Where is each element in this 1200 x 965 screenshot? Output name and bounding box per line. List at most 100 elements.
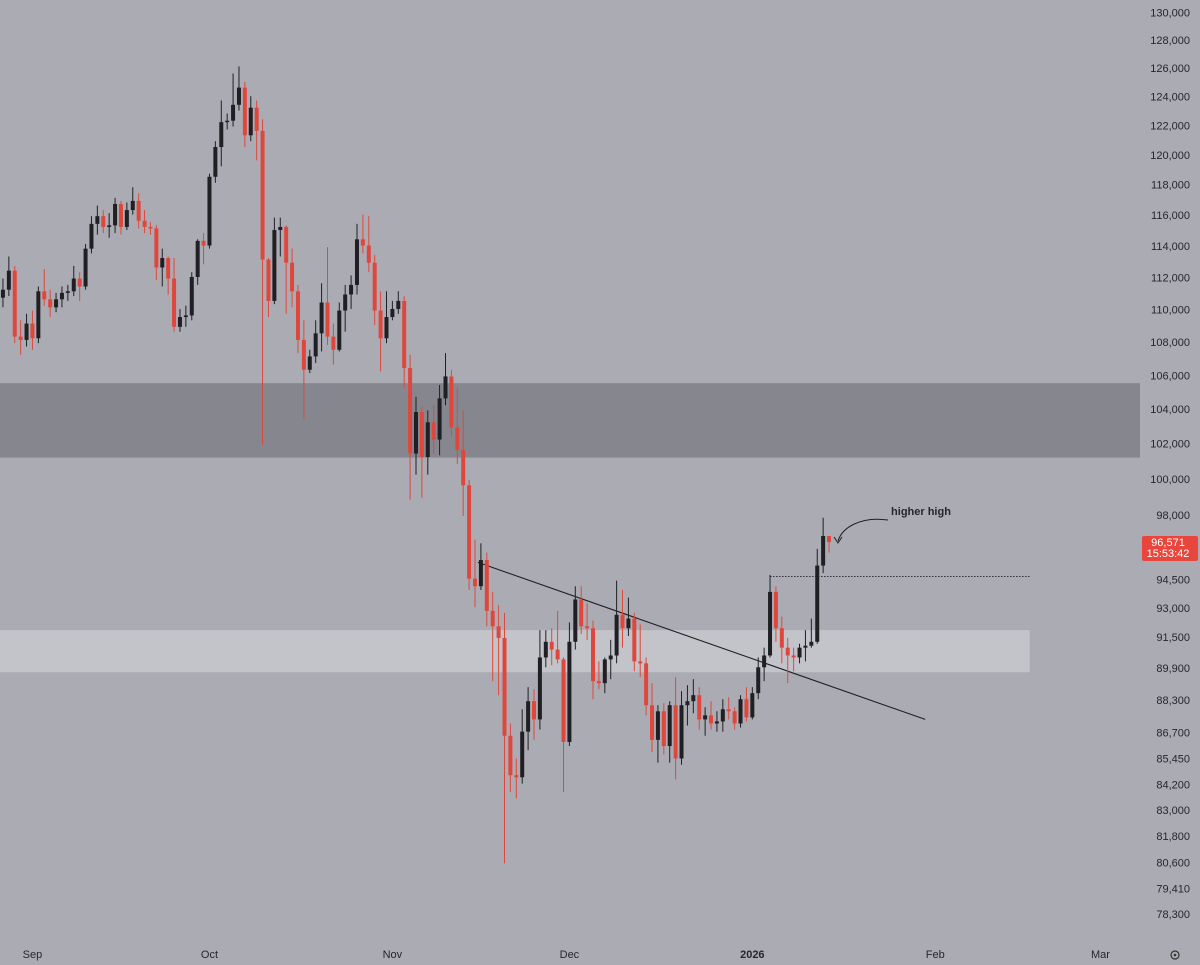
candle-body — [166, 258, 171, 279]
candle-body — [738, 699, 743, 724]
candle-body — [726, 709, 731, 712]
y-tick-label: 100,000 — [1150, 474, 1190, 486]
candle-body — [714, 721, 719, 724]
drawings — [477, 561, 1030, 720]
y-tick-label: 104,000 — [1150, 404, 1190, 416]
candle-body — [821, 535, 826, 566]
candle-body — [785, 647, 790, 656]
settings-icon[interactable] — [1170, 950, 1180, 960]
candle-body — [219, 122, 224, 148]
candle-body — [331, 336, 336, 350]
candle-body — [101, 216, 106, 227]
candle-body — [89, 223, 94, 249]
candle-body — [390, 308, 395, 318]
candle-body — [697, 695, 702, 720]
y-tick-label: 124,000 — [1150, 92, 1190, 104]
candle-body — [201, 240, 206, 246]
y-tick-label: 110,000 — [1151, 304, 1190, 316]
candle-body — [449, 376, 454, 428]
candle-body — [360, 239, 365, 246]
candle-body — [242, 87, 247, 136]
candle-body — [455, 427, 460, 451]
candle-body — [195, 240, 200, 277]
candle-body — [520, 731, 525, 778]
candle-body — [502, 637, 507, 736]
candle-body — [478, 559, 483, 587]
candle-body — [773, 591, 778, 629]
candle-body — [685, 701, 690, 706]
candle-body — [508, 735, 513, 776]
candle-body — [779, 628, 784, 648]
x-tick-label: Mar — [1091, 949, 1110, 961]
candle-body — [231, 104, 236, 121]
candle-body — [809, 641, 814, 646]
candle-body — [762, 655, 767, 668]
candle-body — [644, 663, 649, 706]
candle-body — [744, 699, 749, 718]
y-tick-label: 83,000 — [1156, 805, 1190, 817]
candle-body — [36, 291, 41, 339]
candle-body — [118, 203, 123, 227]
y-tick-label: 81,800 — [1156, 831, 1190, 843]
y-tick-label: 93,000 — [1156, 603, 1190, 615]
price-label: 96,571 — [1151, 537, 1185, 549]
y-tick-label: 116,000 — [1151, 210, 1190, 222]
y-tick-label: 80,600 — [1156, 857, 1190, 869]
y-tick-label: 85,450 — [1156, 753, 1190, 765]
candle-body — [136, 200, 141, 221]
candle-body — [284, 226, 289, 263]
candle-body — [236, 87, 241, 105]
candle-body — [756, 667, 761, 694]
y-tick-label: 114,000 — [1151, 241, 1190, 253]
candle-body — [532, 701, 537, 720]
y-tick-label: 102,000 — [1150, 439, 1190, 451]
zones — [0, 383, 1140, 673]
candle-body — [650, 705, 655, 740]
x-tick-label: Sep — [23, 949, 43, 961]
candle-body — [750, 693, 755, 718]
candle-body — [148, 226, 153, 229]
candle-body — [301, 339, 306, 370]
candle-body — [691, 695, 696, 702]
candle-body — [12, 270, 17, 337]
candle-body — [354, 239, 359, 285]
candle-body — [561, 659, 566, 742]
candle-body — [402, 300, 407, 369]
candle-body — [573, 599, 578, 642]
candle-body — [260, 130, 265, 260]
candle-body — [661, 711, 666, 747]
candle-body — [396, 300, 401, 309]
annotation: higher high — [891, 506, 951, 518]
candle-body — [667, 705, 672, 747]
candle-body — [815, 565, 820, 642]
candle-body — [732, 711, 737, 724]
candle-body — [549, 641, 554, 650]
candle-body — [107, 225, 112, 227]
y-tick-label: 89,900 — [1156, 663, 1190, 675]
candle-body — [172, 278, 177, 327]
candle-body — [626, 618, 631, 629]
candle-body — [514, 775, 519, 778]
candle-body — [177, 317, 182, 327]
y-tick-label: 86,700 — [1156, 728, 1190, 740]
candle-body — [183, 315, 188, 318]
candle-body — [337, 310, 342, 350]
candle-body — [620, 614, 625, 629]
candle-body — [254, 107, 259, 131]
candle-body — [526, 701, 531, 732]
candle-body — [408, 368, 413, 454]
candle-body — [189, 276, 194, 316]
candle-body — [213, 147, 218, 177]
y-tick-label: 106,000 — [1150, 370, 1190, 382]
candle-body — [325, 302, 330, 337]
y-tick-label: 79,410 — [1156, 884, 1190, 896]
y-tick-label: 94,500 — [1156, 574, 1190, 586]
countdown: 15:53:42 — [1147, 548, 1190, 560]
candle-body — [24, 323, 29, 340]
candle-body — [579, 599, 584, 627]
candle-body — [83, 248, 88, 287]
candle-body — [614, 614, 619, 656]
candle-body — [6, 270, 11, 290]
candle-body — [768, 591, 773, 656]
